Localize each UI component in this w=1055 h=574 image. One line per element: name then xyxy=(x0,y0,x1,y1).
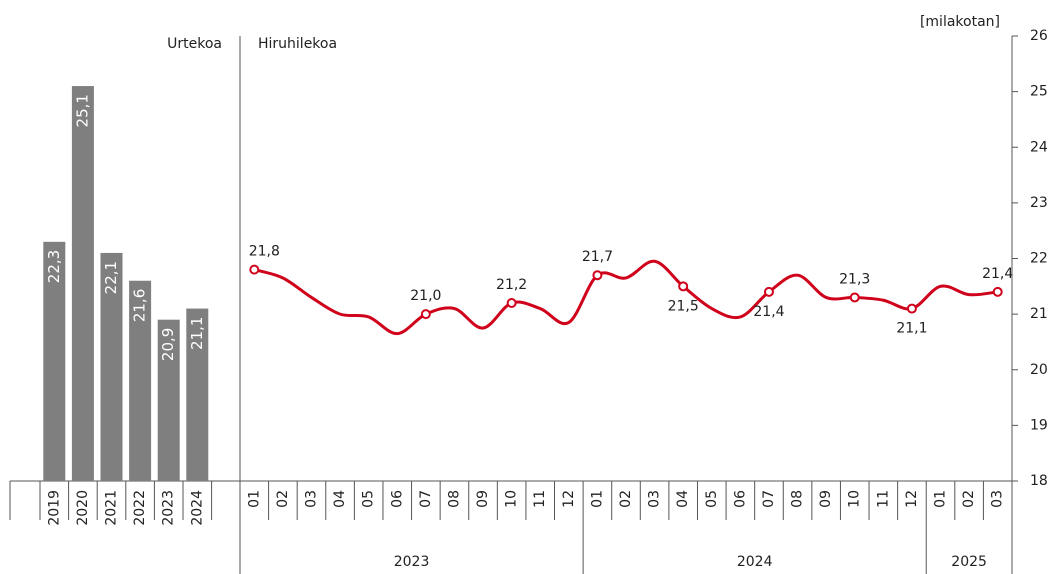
y-tick-label: 18 xyxy=(1030,473,1048,489)
y-tick-label: 24 xyxy=(1030,139,1048,155)
marker xyxy=(249,264,260,275)
bar-label: 21,1 xyxy=(188,317,206,350)
bar-label: 22,3 xyxy=(45,250,63,283)
data-label: 21,5 xyxy=(668,298,699,314)
x-tick-label: 01 xyxy=(246,490,262,508)
bar xyxy=(129,280,152,481)
bar xyxy=(100,252,123,481)
marker xyxy=(763,286,774,297)
x-tick-label: 03 xyxy=(303,490,319,508)
data-label: 21,0 xyxy=(410,288,441,304)
line xyxy=(253,259,998,336)
x-tick-label: 07 xyxy=(761,490,777,508)
bar xyxy=(71,86,94,481)
bar-label: 25,1 xyxy=(73,94,91,127)
x-tick-label: 12 xyxy=(561,490,577,508)
x-tick-label: 11 xyxy=(875,490,891,508)
x-tick-label: 08 xyxy=(446,490,462,508)
x-tick-label: 2019 xyxy=(46,490,62,526)
y-tick-label: 19 xyxy=(1030,417,1048,433)
x-tick-label: 09 xyxy=(475,490,491,508)
data-label: 21,1 xyxy=(896,321,927,337)
annual-title: Urtekoa xyxy=(167,36,222,52)
data-label: 21,4 xyxy=(753,304,784,320)
marker xyxy=(420,309,431,320)
year-label: 2025 xyxy=(951,554,987,570)
marker xyxy=(992,286,1003,297)
x-tick-label: 04 xyxy=(332,490,348,508)
data-label: 21,4 xyxy=(982,266,1013,282)
x-tick-label: 2021 xyxy=(104,490,120,526)
x-tick-label: 12 xyxy=(904,490,920,508)
x-tick-label: 06 xyxy=(732,490,748,508)
x-tick-label: 10 xyxy=(847,490,863,508)
x-tick-label: 2023 xyxy=(161,490,177,526)
data-label: 21,8 xyxy=(249,244,280,260)
x-tick-label: 06 xyxy=(389,490,405,508)
x-tick-label: 2022 xyxy=(132,490,148,526)
x-tick-label: 03 xyxy=(990,490,1006,508)
bar-label: 21,6 xyxy=(131,289,149,322)
x-tick-label: 02 xyxy=(275,490,291,508)
x-tick-label: 07 xyxy=(418,490,434,508)
year-label: 2024 xyxy=(737,554,773,570)
bar xyxy=(43,241,66,481)
x-tick-label: 01 xyxy=(933,490,949,508)
bar-label: 20,9 xyxy=(159,328,177,361)
marker xyxy=(506,298,517,308)
marker xyxy=(906,303,917,314)
bar xyxy=(157,319,180,481)
x-tick-label: 02 xyxy=(618,490,634,508)
x-tick-label: 2024 xyxy=(189,490,205,526)
y-tick-label: 26 xyxy=(1030,28,1048,44)
y-tick-label: 25 xyxy=(1030,84,1048,100)
data-label: 21,2 xyxy=(496,277,527,293)
y-tick-label: 22 xyxy=(1030,251,1048,267)
marker xyxy=(849,292,860,303)
x-tick-label: 02 xyxy=(961,490,977,508)
x-tick-label: 2020 xyxy=(75,490,91,526)
marker xyxy=(678,281,689,292)
x-tick-label: 05 xyxy=(361,490,377,508)
x-tick-label: 08 xyxy=(790,490,806,508)
y-tick-label: 21 xyxy=(1030,306,1048,322)
y-tick-label: 23 xyxy=(1030,195,1048,211)
bar xyxy=(186,308,209,481)
x-tick-label: 04 xyxy=(675,490,691,508)
x-tick-label: 09 xyxy=(818,490,834,508)
bar-label: 22,1 xyxy=(102,261,120,294)
x-tick-label: 01 xyxy=(589,490,605,508)
x-tick-label: 10 xyxy=(504,490,520,508)
data-label: 21,3 xyxy=(839,271,870,287)
x-tick-label: 05 xyxy=(704,490,720,508)
y-axis-label: [milakotan] xyxy=(920,14,1000,30)
marker xyxy=(592,270,603,281)
data-label: 21,7 xyxy=(582,249,613,265)
x-tick-label: 11 xyxy=(532,490,548,508)
x-tick-label: 03 xyxy=(647,490,663,508)
y-tick-label: 20 xyxy=(1030,362,1048,378)
year-label: 2023 xyxy=(394,554,430,570)
quarterly-title: Hiruhilekoa xyxy=(258,36,337,52)
